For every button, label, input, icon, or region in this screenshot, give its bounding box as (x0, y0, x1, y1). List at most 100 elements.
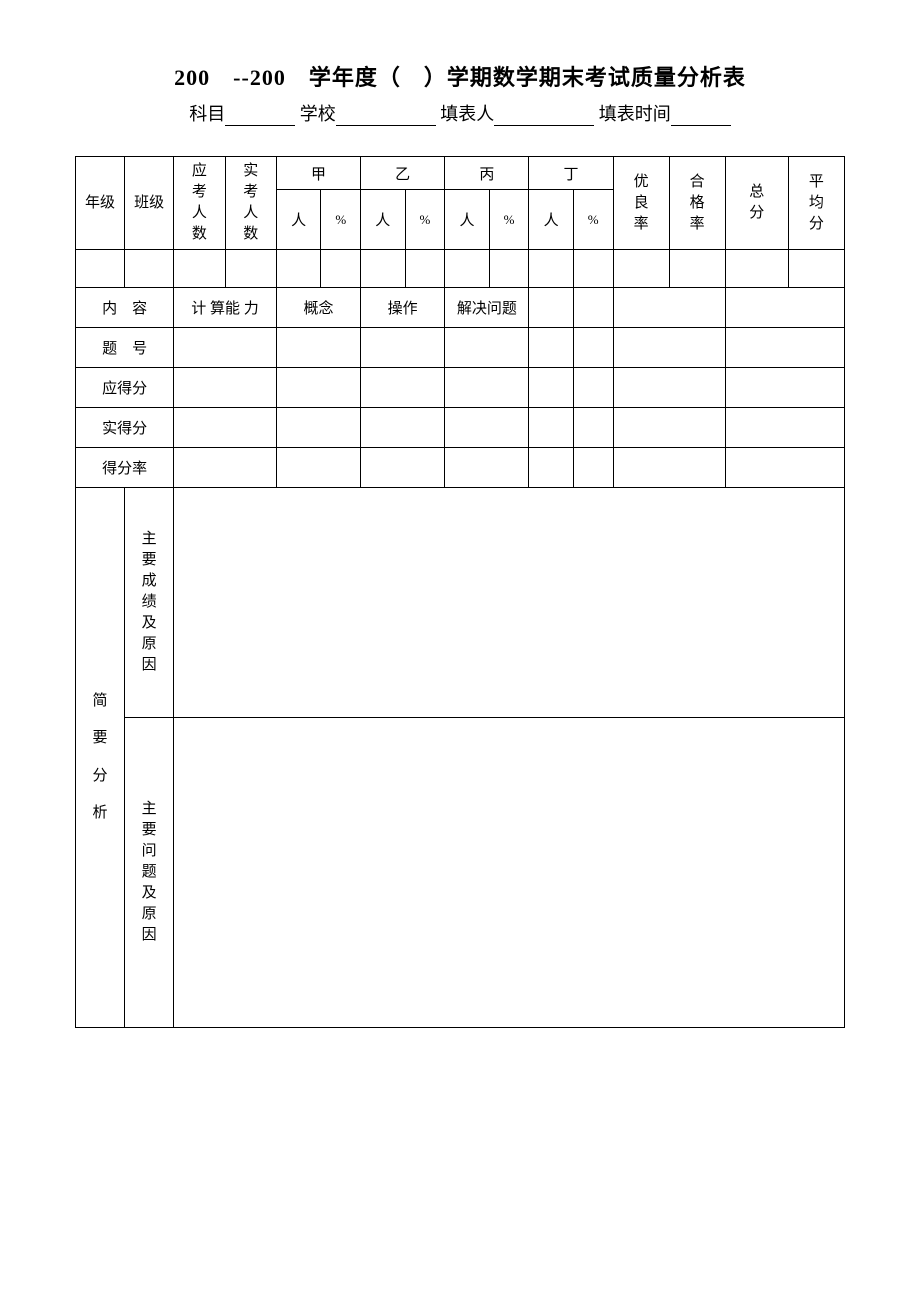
cell[interactable] (445, 328, 529, 368)
cell[interactable] (573, 448, 613, 488)
score-rate-row: 得分率 (76, 448, 845, 488)
cell[interactable] (788, 250, 844, 288)
cell[interactable] (361, 368, 445, 408)
cell[interactable] (445, 368, 529, 408)
col-grade-b: 乙 (361, 157, 445, 190)
cell[interactable] (573, 328, 613, 368)
person-b: 人 (361, 190, 405, 250)
score-rate-label: 得分率 (76, 448, 174, 488)
data-row (76, 250, 845, 288)
cell[interactable] (174, 328, 277, 368)
percent-b: % (405, 190, 445, 250)
cell[interactable] (174, 408, 277, 448)
cell[interactable] (613, 368, 725, 408)
col-avg-score: 平均分 (791, 172, 842, 235)
page-title: 200 --200 学年度（ ）学期数学期末考试质量分析表 (75, 60, 845, 92)
cell[interactable] (725, 368, 844, 408)
cell[interactable] (489, 250, 529, 288)
cell[interactable] (725, 288, 844, 328)
cell[interactable] (276, 250, 320, 288)
subject-blank[interactable] (225, 106, 295, 126)
achievement-content[interactable] (174, 488, 845, 718)
col-grade-a: 甲 (276, 157, 360, 190)
col-actual-attend: 实考人数 (228, 161, 274, 245)
cell[interactable] (174, 368, 277, 408)
person-a: 人 (276, 190, 320, 250)
cell[interactable] (276, 328, 360, 368)
percent-a: % (321, 190, 361, 250)
main-problem-label: 主要问题及原因 (127, 799, 171, 946)
cell[interactable] (725, 408, 844, 448)
subtitle-row: 科目 学校 填表人 填表时间 (75, 100, 845, 126)
header-row-1: 年级 班级 应考人数 实考人数 甲 乙 丙 丁 优良率 合格率 总分 平均分 (76, 157, 845, 190)
cell[interactable] (529, 328, 573, 368)
cell[interactable] (529, 288, 573, 328)
main-achievement-label: 主要成绩及原因 (127, 529, 171, 676)
cell[interactable] (573, 408, 613, 448)
col-grade-d: 丁 (529, 157, 613, 190)
percent-d: % (573, 190, 613, 250)
cell[interactable] (276, 408, 360, 448)
person-d: 人 (529, 190, 573, 250)
cell[interactable] (573, 288, 613, 328)
cell[interactable] (669, 250, 725, 288)
operation: 操作 (361, 288, 445, 328)
cell[interactable] (361, 448, 445, 488)
cell[interactable] (225, 250, 276, 288)
cell[interactable] (445, 250, 489, 288)
person-c: 人 (445, 190, 489, 250)
content-label: 内 容 (76, 288, 174, 328)
filltime-blank[interactable] (671, 106, 731, 126)
question-num-label: 题 号 (76, 328, 174, 368)
analysis-row-1: 简要分析 主要成绩及原因 (76, 488, 845, 718)
col-excellent-rate: 优良率 (616, 172, 667, 235)
cell[interactable] (361, 408, 445, 448)
problem-solving: 解决问题 (445, 288, 529, 328)
cell[interactable] (725, 250, 788, 288)
cell[interactable] (613, 448, 725, 488)
cell[interactable] (613, 328, 725, 368)
analysis-table: 年级 班级 应考人数 实考人数 甲 乙 丙 丁 优良率 合格率 总分 平均分 人… (75, 156, 845, 1028)
problem-content[interactable] (174, 718, 845, 1028)
actual-score-row: 实得分 (76, 408, 845, 448)
actual-score-label: 实得分 (76, 408, 174, 448)
cell[interactable] (174, 448, 277, 488)
filler-blank[interactable] (494, 106, 594, 126)
cell[interactable] (529, 250, 573, 288)
cell[interactable] (445, 448, 529, 488)
col-pass-rate: 合格率 (672, 172, 723, 235)
cell[interactable] (174, 250, 225, 288)
subject-label: 科目 (189, 104, 225, 124)
concept: 概念 (276, 288, 360, 328)
percent-c: % (489, 190, 529, 250)
filltime-label: 填表时间 (599, 104, 671, 124)
cell[interactable] (613, 408, 725, 448)
cell[interactable] (529, 368, 573, 408)
cell[interactable] (276, 448, 360, 488)
cell[interactable] (276, 368, 360, 408)
cell[interactable] (725, 448, 844, 488)
school-label: 学校 (300, 104, 336, 124)
school-blank[interactable] (336, 106, 436, 126)
calc-ability: 计 算能 力 (174, 288, 277, 328)
col-class: 班级 (127, 193, 171, 214)
cell[interactable] (361, 250, 405, 288)
cell[interactable] (321, 250, 361, 288)
content-row: 内 容 计 算能 力 概念 操作 解决问题 (76, 288, 845, 328)
cell[interactable] (573, 368, 613, 408)
cell[interactable] (405, 250, 445, 288)
cell[interactable] (445, 408, 529, 448)
cell[interactable] (613, 250, 669, 288)
cell[interactable] (529, 448, 573, 488)
cell[interactable] (361, 328, 445, 368)
col-grade: 年级 (78, 193, 122, 214)
should-score-label: 应得分 (76, 368, 174, 408)
question-num-row: 题 号 (76, 328, 845, 368)
cell[interactable] (125, 250, 174, 288)
cell[interactable] (613, 288, 725, 328)
cell[interactable] (529, 408, 573, 448)
cell[interactable] (725, 328, 844, 368)
cell[interactable] (573, 250, 613, 288)
cell[interactable] (76, 250, 125, 288)
brief-analysis-label: 简要分析 (78, 683, 122, 833)
